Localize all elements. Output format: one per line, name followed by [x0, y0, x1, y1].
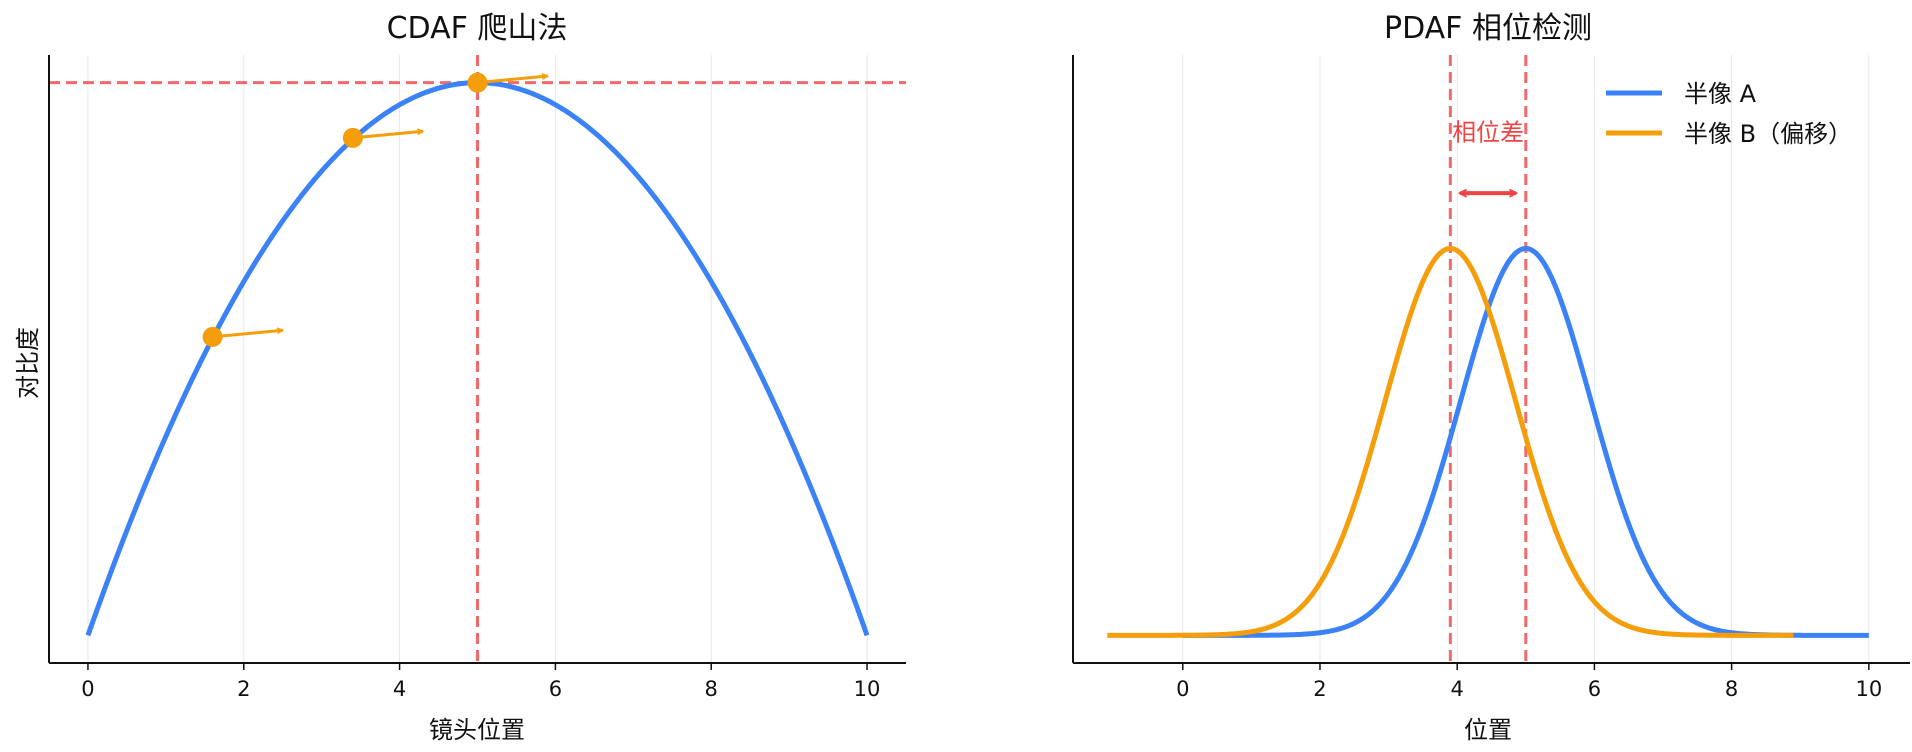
x-tick-label-5: 10 — [854, 677, 881, 701]
x-tick-label-4: 8 — [705, 677, 718, 701]
pdaf-x-ticks: 0 2 4 6 8 10 — [1176, 663, 1882, 701]
pdaf-series — [1107, 245, 1870, 638]
x-tick-label-1: 2 — [1313, 677, 1326, 701]
x-tick-label-4: 8 — [1725, 677, 1738, 701]
cdaf-grid — [87, 55, 868, 663]
cdaf-axes — [48, 55, 906, 664]
series-line-1 — [1107, 245, 1794, 638]
cdaf-x-ticks: 0 2 4 6 8 10 — [81, 663, 880, 701]
legend-label-b: 半像 B（偏移） — [1684, 120, 1852, 148]
pdaf-panel: PDAF 相位检测 位置 相位差 0 2 4 6 8 10 半像 A 半像 B（偏移） — [1072, 11, 1910, 744]
x-tick-label-3: 6 — [1588, 677, 1601, 701]
x-tick-label-1: 2 — [237, 677, 250, 701]
cdaf-title: CDAF 爬山法 — [387, 11, 568, 46]
x-tick-label-0: 0 — [1176, 677, 1189, 701]
legend-label-a: 半像 A — [1684, 80, 1757, 108]
cdaf-reference-lines — [49, 55, 906, 663]
pdaf-legend: 半像 A 半像 B（偏移） — [1606, 80, 1852, 148]
marker-arrow-1 — [352, 131, 423, 140]
marker-arrow-2 — [477, 76, 548, 85]
pdaf-grid — [1182, 55, 1870, 663]
pdaf-title: PDAF 相位检测 — [1384, 11, 1592, 46]
x-tick-label-2: 4 — [1451, 677, 1464, 701]
cdaf-markers — [202, 72, 548, 347]
x-tick-label-5: 10 — [1855, 677, 1882, 701]
pdaf-x-axis-label: 位置 — [1464, 716, 1512, 744]
x-tick-label-3: 6 — [549, 677, 562, 701]
cdaf-y-axis-label: 对比度 — [14, 327, 42, 399]
pdaf-axes — [1072, 55, 1910, 664]
phase-diff-label: 相位差 — [1452, 118, 1524, 146]
cdaf-x-axis-label: 镜头位置 — [429, 716, 525, 744]
marker-point-0 — [202, 326, 223, 347]
cdaf-panel: CDAF 爬山法 镜头位置 对比度 0 2 4 6 8 10 — [14, 11, 906, 744]
marker-point-2 — [467, 72, 488, 93]
x-tick-label-0: 0 — [81, 677, 94, 701]
x-tick-label-2: 4 — [393, 677, 406, 701]
pdaf-annotations: 相位差 — [1452, 118, 1524, 193]
marker-point-1 — [342, 127, 363, 148]
marker-arrow-0 — [212, 330, 283, 339]
